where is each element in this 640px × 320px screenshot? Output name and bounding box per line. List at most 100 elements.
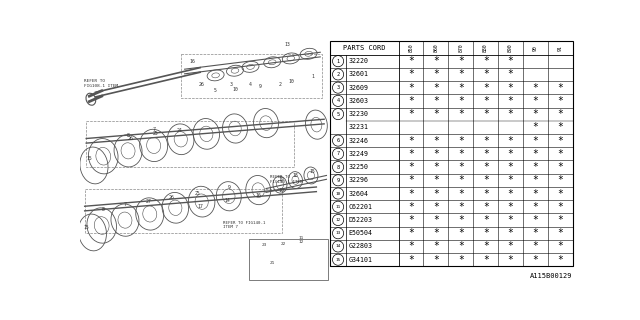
Text: *: * bbox=[433, 136, 439, 146]
Text: *: * bbox=[532, 175, 538, 185]
Text: *: * bbox=[483, 96, 489, 106]
Text: REFER TO FIG140-1
ITEM 7: REFER TO FIG140-1 ITEM 7 bbox=[223, 221, 266, 229]
Text: *: * bbox=[408, 96, 414, 106]
Text: *: * bbox=[508, 162, 513, 172]
Text: 850: 850 bbox=[408, 43, 413, 52]
Text: 32246: 32246 bbox=[348, 138, 368, 144]
Text: *: * bbox=[557, 149, 563, 159]
Text: 3: 3 bbox=[337, 85, 340, 90]
Text: 32231: 32231 bbox=[348, 124, 368, 130]
Text: 32604: 32604 bbox=[348, 190, 368, 196]
Text: 4: 4 bbox=[249, 82, 252, 87]
Text: *: * bbox=[458, 202, 464, 212]
Text: *: * bbox=[508, 109, 513, 119]
Text: 13: 13 bbox=[335, 231, 340, 235]
Text: 21: 21 bbox=[269, 261, 275, 265]
Text: 11: 11 bbox=[335, 205, 340, 209]
Bar bbox=[249, 239, 328, 280]
Text: *: * bbox=[433, 188, 439, 198]
Text: 19: 19 bbox=[278, 177, 284, 182]
Text: *: * bbox=[508, 188, 513, 198]
Text: *: * bbox=[508, 228, 513, 238]
Text: 4: 4 bbox=[337, 98, 340, 103]
Text: 22: 22 bbox=[280, 242, 285, 246]
Text: 27: 27 bbox=[145, 199, 151, 204]
Text: *: * bbox=[557, 109, 563, 119]
Text: *: * bbox=[408, 242, 414, 252]
Text: 890: 890 bbox=[508, 43, 513, 52]
Text: 26: 26 bbox=[199, 82, 205, 87]
Text: *: * bbox=[433, 96, 439, 106]
Text: 1: 1 bbox=[337, 59, 340, 64]
Text: *: * bbox=[508, 215, 513, 225]
Text: 9: 9 bbox=[228, 185, 231, 189]
Text: *: * bbox=[532, 96, 538, 106]
Text: 870: 870 bbox=[458, 43, 463, 52]
Text: 18: 18 bbox=[292, 173, 298, 178]
Text: C62201: C62201 bbox=[348, 204, 372, 210]
Text: *: * bbox=[483, 175, 489, 185]
Text: *: * bbox=[483, 242, 489, 252]
Text: *: * bbox=[433, 242, 439, 252]
Text: 32296: 32296 bbox=[348, 177, 368, 183]
Text: 32603: 32603 bbox=[348, 98, 368, 104]
Text: *: * bbox=[557, 175, 563, 185]
Text: *: * bbox=[508, 136, 513, 146]
Text: *: * bbox=[458, 175, 464, 185]
Text: *: * bbox=[532, 255, 538, 265]
Text: 16: 16 bbox=[189, 59, 195, 64]
Text: *: * bbox=[408, 83, 414, 93]
Text: *: * bbox=[508, 202, 513, 212]
Text: *: * bbox=[532, 136, 538, 146]
Text: *: * bbox=[532, 149, 538, 159]
Text: *: * bbox=[408, 188, 414, 198]
Text: *: * bbox=[508, 149, 513, 159]
Text: 32601: 32601 bbox=[348, 71, 368, 77]
Text: 17: 17 bbox=[197, 204, 203, 209]
Text: 15: 15 bbox=[310, 169, 316, 174]
Text: 15: 15 bbox=[86, 156, 92, 161]
Text: *: * bbox=[458, 162, 464, 172]
Text: *: * bbox=[532, 83, 538, 93]
Text: *: * bbox=[483, 202, 489, 212]
Text: 10: 10 bbox=[278, 188, 284, 193]
Text: *: * bbox=[458, 255, 464, 265]
Text: *: * bbox=[433, 175, 439, 185]
Text: *: * bbox=[433, 162, 439, 172]
Text: 7: 7 bbox=[153, 127, 156, 132]
Text: *: * bbox=[433, 228, 439, 238]
Text: *: * bbox=[532, 202, 538, 212]
Text: 15: 15 bbox=[335, 258, 340, 262]
Text: G34101: G34101 bbox=[348, 257, 372, 263]
Text: *: * bbox=[557, 228, 563, 238]
Text: *: * bbox=[532, 215, 538, 225]
Text: *: * bbox=[483, 255, 489, 265]
Text: *: * bbox=[483, 136, 489, 146]
Text: 8: 8 bbox=[337, 164, 340, 170]
Text: A115B00129: A115B00129 bbox=[530, 273, 572, 279]
Text: *: * bbox=[557, 242, 563, 252]
Text: 860: 860 bbox=[433, 43, 438, 52]
Text: *: * bbox=[483, 215, 489, 225]
Text: *: * bbox=[458, 149, 464, 159]
Text: 2: 2 bbox=[278, 82, 282, 87]
Text: *: * bbox=[458, 242, 464, 252]
Text: 25: 25 bbox=[195, 191, 201, 196]
Text: *: * bbox=[408, 69, 414, 79]
Text: *: * bbox=[483, 228, 489, 238]
Text: 32249: 32249 bbox=[348, 151, 368, 157]
Text: 10: 10 bbox=[232, 87, 238, 92]
Text: *: * bbox=[408, 162, 414, 172]
Text: 3: 3 bbox=[230, 82, 232, 87]
Text: REFER TO
FIG108-1 ITEM: REFER TO FIG108-1 ITEM bbox=[84, 79, 118, 88]
Text: 91: 91 bbox=[558, 45, 563, 51]
Text: *: * bbox=[433, 83, 439, 93]
Text: 9: 9 bbox=[259, 84, 261, 90]
Text: 24: 24 bbox=[177, 128, 182, 133]
Text: *: * bbox=[458, 228, 464, 238]
Text: 32609: 32609 bbox=[348, 85, 368, 91]
Text: 32220: 32220 bbox=[348, 58, 368, 64]
Text: *: * bbox=[557, 215, 563, 225]
Text: *: * bbox=[483, 109, 489, 119]
Text: 15: 15 bbox=[83, 225, 89, 230]
